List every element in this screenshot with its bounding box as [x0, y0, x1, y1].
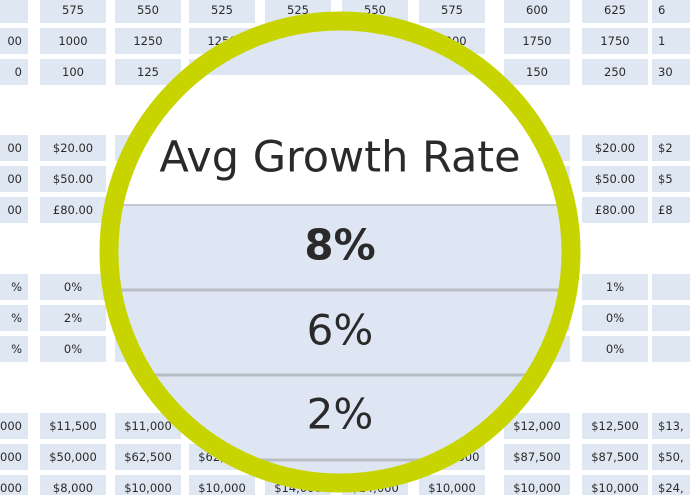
table-cell: £80.00: [582, 197, 648, 223]
table-cell: 1000: [40, 28, 106, 54]
table-cell: $87,500: [504, 444, 570, 470]
lens-ring: [99, 11, 581, 493]
table-cell: $20.00: [582, 135, 648, 161]
table-cell: 0%: [40, 336, 106, 362]
table-cell: 100: [40, 59, 106, 85]
table-cell: 00: [0, 135, 28, 161]
table-cell: $50,: [652, 444, 690, 470]
top-row: [109, 21, 571, 75]
table-cell: [652, 274, 690, 300]
table-cell: 150: [504, 59, 570, 85]
table-cell: 0%: [582, 336, 648, 362]
table-cell: 1750: [582, 28, 648, 54]
table-cell: $10,000: [115, 475, 181, 495]
table-cell: £8: [652, 197, 690, 223]
table-cell: $11,500: [40, 413, 106, 439]
table-cell: 1250: [115, 28, 181, 54]
table-cell: %: [0, 274, 28, 300]
value: 6%: [307, 306, 374, 355]
table-cell: [0, 0, 28, 23]
table-cell: $24,: [652, 475, 690, 495]
table-cell: $87,500: [582, 444, 648, 470]
table-cell: 0%: [40, 274, 106, 300]
table-cell: 000: [0, 475, 28, 495]
table-cell: 6: [652, 0, 690, 23]
value: 2%: [307, 390, 374, 439]
table-cell: $8,000: [40, 475, 106, 495]
table-cell: $62,500: [115, 444, 181, 470]
table-cell: $10,000: [504, 475, 570, 495]
table-cell: 00: [0, 28, 28, 54]
table-cell: 600: [504, 0, 570, 23]
table-cell: $50,000: [40, 444, 106, 470]
header: Avg Growth Rate: [159, 133, 520, 183]
table-cell: $5: [652, 166, 690, 192]
table-cell: 00: [0, 166, 28, 192]
table-cell: 1: [652, 28, 690, 54]
table-cell: 525: [189, 0, 255, 23]
table-cell: [652, 305, 690, 331]
table-cell: 575: [419, 0, 485, 23]
table-cell: 625: [582, 0, 648, 23]
table-cell: %: [0, 305, 28, 331]
table-cell: $2: [652, 135, 690, 161]
table-cell: 0%: [582, 305, 648, 331]
table-cell: 30: [652, 59, 690, 85]
value: 8%: [304, 221, 375, 270]
table-cell: $50.00: [582, 166, 648, 192]
table-cell: $20.00: [40, 135, 106, 161]
table-cell: 000: [0, 413, 28, 439]
table-cell: £80.00: [40, 197, 106, 223]
table-cell: 000: [0, 444, 28, 470]
table-cell: $12,500: [582, 413, 648, 439]
table-cell: $13,: [652, 413, 690, 439]
table-cell: 0: [0, 59, 28, 85]
table-cell: [652, 336, 690, 362]
table-cell: 2%: [40, 305, 106, 331]
table-cell: 1750: [504, 28, 570, 54]
table-cell: 250: [582, 59, 648, 85]
table-cell: 575: [40, 0, 106, 23]
table-cell: $10,000: [419, 475, 485, 495]
table-cell: $12,000: [504, 413, 570, 439]
table-cell: 1%: [582, 274, 648, 300]
table-cell: %: [0, 336, 28, 362]
table-cell: 00: [0, 197, 28, 223]
table-cell: $50.00: [40, 166, 106, 192]
table-cell: 125: [115, 59, 181, 85]
table-cell: 550: [115, 0, 181, 23]
table-cell: $10,000: [189, 475, 255, 495]
table-cell: $10,000: [582, 475, 648, 495]
